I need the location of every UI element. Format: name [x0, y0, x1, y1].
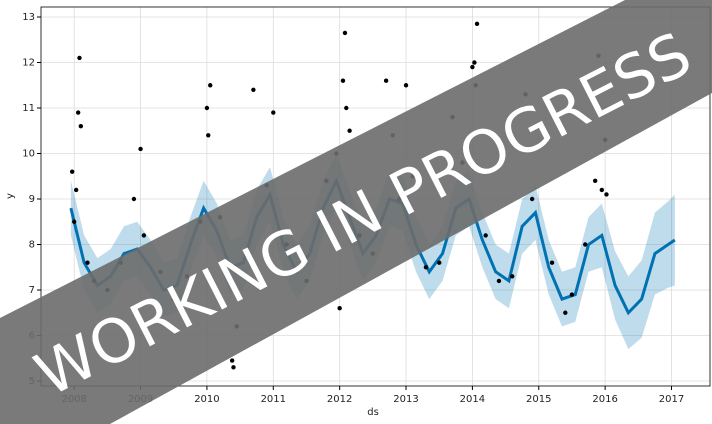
observed-point: [483, 233, 488, 238]
observed-point: [510, 274, 515, 279]
observed-point: [69, 169, 75, 174]
observed-point: [474, 21, 480, 27]
observed-point: [347, 128, 352, 133]
observed-point: [251, 87, 256, 93]
observed-point: [208, 83, 213, 88]
observed-point: [496, 278, 502, 284]
y-tick-label: 10: [22, 149, 35, 160]
plot-frame: [40, 6, 711, 387]
observed-point: [141, 233, 147, 238]
observed-point: [604, 192, 609, 197]
observed-point: [549, 260, 555, 265]
observed-point: [423, 265, 429, 270]
observed-point: [85, 260, 90, 265]
x-tick-label: 2011: [261, 394, 286, 405]
observed-point: [529, 196, 535, 202]
observed-point: [340, 78, 346, 83]
y-tick-label: 13: [22, 12, 35, 23]
observed-point: [75, 110, 81, 115]
observed-point: [583, 242, 588, 247]
x-tick-label: 2013: [393, 394, 418, 405]
x-tick-label: 2012: [327, 394, 352, 405]
observed-point: [403, 83, 409, 88]
y-tick-label: 7: [29, 285, 35, 296]
x-axis-label: ds: [367, 407, 379, 418]
x-tick-label: 2015: [526, 394, 551, 405]
observed-point: [206, 133, 211, 138]
x-tick-label: 2017: [659, 394, 684, 405]
observed-point: [229, 358, 235, 363]
observed-point: [599, 187, 605, 193]
y-tick-label: 12: [22, 58, 35, 69]
observed-point: [337, 305, 342, 311]
x-tick-label: 2014: [460, 394, 485, 405]
observed-point: [78, 124, 84, 129]
observed-point: [131, 196, 137, 202]
observed-point: [204, 105, 210, 111]
observed-point: [231, 365, 236, 370]
y-axis-label: y: [5, 193, 16, 199]
y-tick-label: 11: [22, 103, 35, 114]
observed-point: [271, 110, 276, 115]
x-tick-label: 2010: [194, 394, 219, 405]
y-tick-label: 8: [29, 240, 35, 251]
x-tick-label: 2016: [592, 394, 617, 405]
observed-point: [437, 260, 442, 265]
observed-point: [138, 146, 143, 152]
observed-point: [563, 310, 568, 315]
observed-point: [71, 219, 77, 224]
observed-point: [383, 78, 389, 83]
observed-point: [470, 64, 475, 70]
y-tick-label: 9: [29, 194, 35, 205]
observed-point: [569, 292, 575, 297]
observed-point: [77, 55, 82, 61]
observed-point: [73, 187, 79, 193]
observed-point: [592, 178, 598, 184]
observed-point: [344, 105, 349, 111]
observed-point: [472, 60, 477, 65]
observed-point: [342, 30, 348, 36]
